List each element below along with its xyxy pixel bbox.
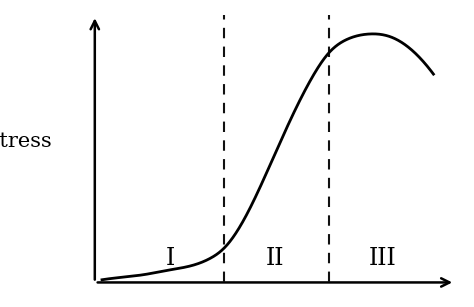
- Text: Stress: Stress: [0, 132, 52, 151]
- Text: II: II: [265, 247, 284, 270]
- Text: III: III: [369, 247, 397, 270]
- Text: I: I: [166, 247, 175, 270]
